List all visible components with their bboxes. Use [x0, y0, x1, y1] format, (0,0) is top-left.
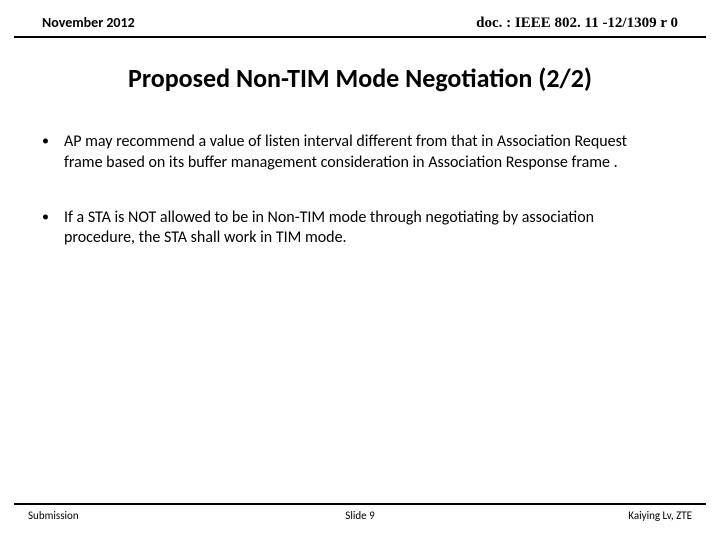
bullet-item: If a STA is NOT allowed to be in Non-TIM… — [64, 208, 684, 250]
header-date: November 2012 — [42, 14, 135, 31]
bullet-item: AP may recommend a value of listen inter… — [64, 132, 684, 174]
footer-left: Submission — [28, 509, 79, 522]
slide-header: November 2012 doc. : IEEE 802. 11 -12/13… — [14, 0, 706, 38]
bullet-list: AP may recommend a value of listen inter… — [0, 132, 720, 249]
slide-title: Proposed Non-TIM Mode Negotiation (2/2) — [0, 62, 720, 94]
footer-center: Slide 9 — [345, 509, 374, 522]
slide-footer: Submission Slide 9 Kaiying Lv, ZTE — [14, 503, 706, 522]
header-docref: doc. : IEEE 802. 11 -12/1309 r 0 — [476, 15, 678, 32]
footer-right: Kaiying Lv, ZTE — [628, 509, 692, 522]
